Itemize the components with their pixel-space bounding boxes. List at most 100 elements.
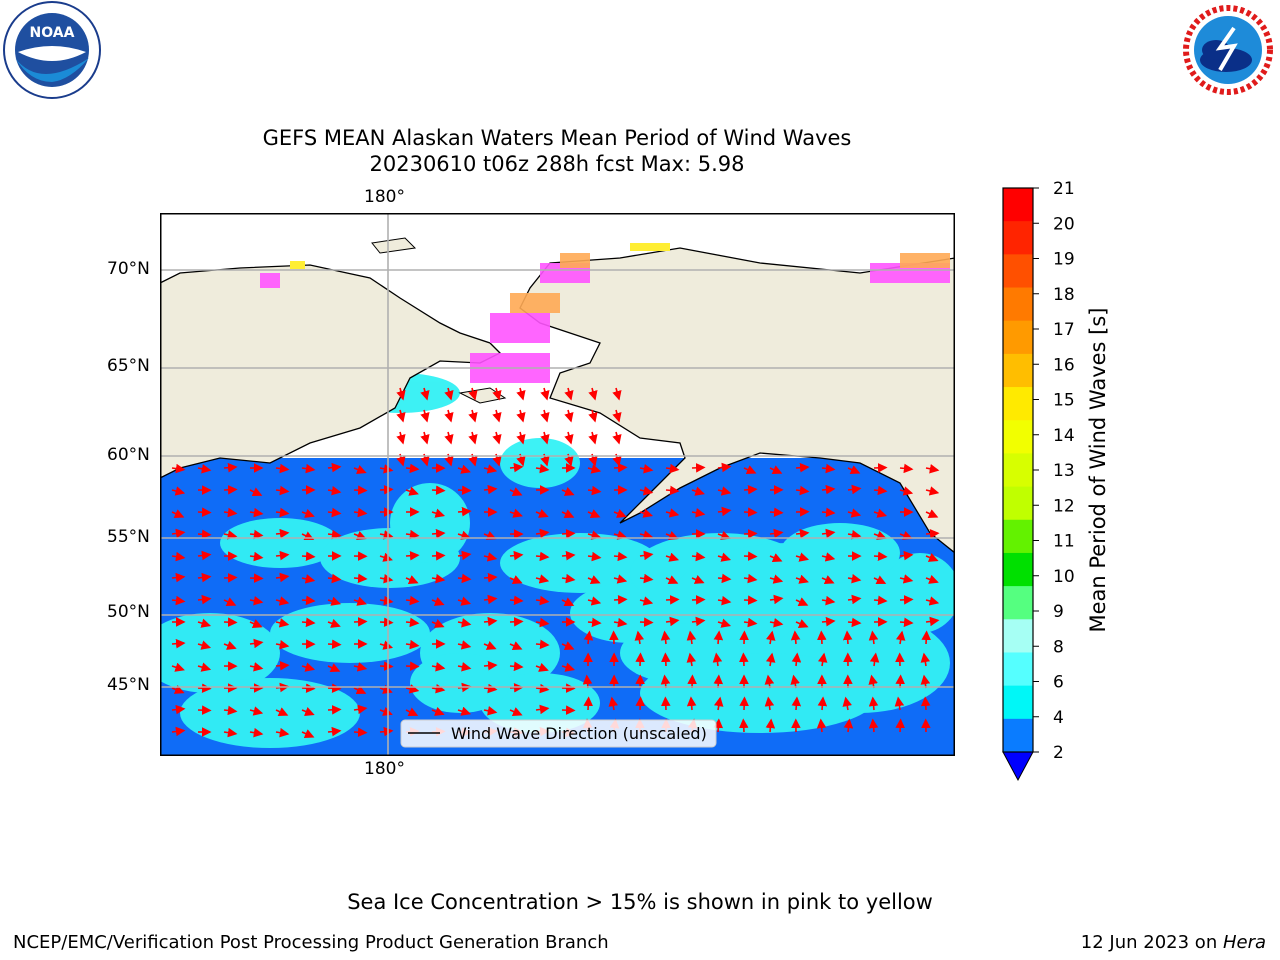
colorbar-cell bbox=[1003, 188, 1033, 222]
wave-direction-arrow bbox=[420, 387, 430, 401]
wave-direction-arrow bbox=[743, 529, 758, 539]
wave-direction-arrow bbox=[665, 575, 679, 585]
wave-direction-arrow bbox=[457, 640, 472, 650]
wave-direction-arrow bbox=[171, 595, 186, 606]
wave-direction-arrow bbox=[223, 530, 238, 540]
wave-period-patch bbox=[410, 653, 510, 713]
wave-direction-arrow bbox=[613, 508, 627, 518]
wave-direction-arrow bbox=[457, 706, 472, 716]
wave-direction-arrow bbox=[766, 630, 776, 645]
wave-direction-arrow bbox=[457, 530, 471, 540]
wave-direction-arrow bbox=[821, 507, 836, 518]
wave-direction-arrow bbox=[275, 572, 290, 583]
colorbar-tick-label: 16 bbox=[1053, 355, 1075, 375]
wave-direction-arrow bbox=[925, 528, 940, 539]
map-legend: Wind Wave Direction (unscaled) bbox=[400, 719, 717, 748]
wave-direction-arrow bbox=[665, 616, 680, 627]
colorbar-tick-label: 20 bbox=[1053, 214, 1075, 234]
wave-direction-arrow bbox=[275, 507, 290, 518]
wave-direction-arrow bbox=[691, 616, 706, 627]
wave-direction-arrow bbox=[353, 704, 368, 715]
wave-direction-arrow bbox=[686, 696, 697, 711]
wave-direction-arrow bbox=[847, 573, 862, 584]
wave-period-patch bbox=[180, 678, 360, 748]
colorbar-tick-label: 15 bbox=[1053, 391, 1075, 411]
wave-direction-arrow bbox=[492, 387, 502, 401]
wave-direction-arrow bbox=[197, 572, 212, 583]
wave-direction-arrow bbox=[509, 595, 524, 606]
wave-period-patch bbox=[500, 438, 580, 488]
wave-direction-arrow bbox=[275, 727, 290, 738]
wave-direction-arrow bbox=[327, 573, 342, 584]
caption: Sea Ice Concentration > 15% is shown in … bbox=[347, 890, 933, 914]
wave-direction-arrow bbox=[635, 652, 645, 667]
wave-direction-arrow bbox=[468, 409, 478, 423]
wave-direction-arrow bbox=[223, 705, 238, 716]
wave-direction-arrow bbox=[821, 595, 836, 606]
noaa-logo-text: NOAA bbox=[30, 25, 75, 41]
wave-direction-arrow bbox=[249, 487, 263, 497]
wave-direction-arrow bbox=[613, 462, 628, 473]
wave-direction-arrow bbox=[588, 431, 598, 445]
wave-direction-arrow bbox=[444, 409, 454, 423]
wave-direction-arrow bbox=[821, 552, 836, 562]
lat-label-50: 50°N bbox=[107, 602, 150, 622]
wave-direction-arrow bbox=[639, 617, 654, 627]
wave-direction-arrow bbox=[457, 662, 472, 672]
wave-direction-arrow bbox=[842, 630, 853, 645]
wave-direction-arrow bbox=[764, 674, 775, 689]
wave-direction-arrow bbox=[816, 630, 827, 645]
wave-direction-arrow bbox=[868, 718, 879, 733]
wave-direction-arrow bbox=[457, 618, 472, 628]
wave-direction-arrow bbox=[171, 551, 186, 562]
wave-direction-arrow bbox=[739, 696, 749, 711]
wave-direction-arrow bbox=[561, 573, 576, 584]
colorbar-tick-label: 2 bbox=[1053, 743, 1064, 763]
wave-direction-arrow bbox=[197, 594, 212, 605]
wave-direction-arrow bbox=[509, 508, 523, 518]
wave-direction-arrow bbox=[535, 683, 550, 694]
wave-direction-arrow bbox=[847, 594, 862, 605]
colorbar-tick-label: 19 bbox=[1053, 250, 1075, 270]
colorbar-cell bbox=[1003, 718, 1033, 753]
wave-direction-arrow bbox=[483, 641, 497, 650]
wave-direction-arrow bbox=[691, 508, 706, 518]
wave-direction-arrow bbox=[899, 463, 914, 474]
wave-direction-arrow bbox=[457, 596, 472, 606]
wave-direction-arrow bbox=[717, 618, 732, 628]
wave-direction-arrow bbox=[925, 486, 940, 496]
wave-direction-arrow bbox=[868, 674, 878, 689]
lat-label-55: 55°N bbox=[107, 527, 150, 547]
wave-direction-arrow bbox=[275, 550, 290, 561]
wave-direction-arrow bbox=[847, 465, 861, 474]
wave-direction-arrow bbox=[483, 660, 498, 671]
wave-direction-arrow bbox=[613, 617, 628, 628]
wave-direction-arrow bbox=[925, 464, 940, 474]
wave-direction-arrow bbox=[712, 652, 723, 667]
wave-direction-arrow bbox=[353, 617, 368, 627]
wave-direction-arrow bbox=[587, 551, 602, 562]
wave-direction-arrow bbox=[379, 484, 394, 495]
wave-direction-arrow bbox=[612, 431, 622, 445]
wave-direction-arrow bbox=[873, 485, 888, 496]
wave-direction-arrow bbox=[899, 617, 914, 628]
wave-direction-arrow bbox=[895, 630, 906, 645]
wave-direction-arrow bbox=[743, 507, 758, 517]
wave-direction-arrow bbox=[457, 573, 472, 584]
wave-direction-arrow bbox=[171, 463, 186, 474]
wave-direction-arrow bbox=[420, 409, 430, 423]
colorbar-cell bbox=[1003, 287, 1033, 322]
wave-direction-arrow bbox=[171, 638, 186, 649]
wave-direction-arrow bbox=[301, 508, 315, 518]
wave-direction-arrow bbox=[327, 596, 342, 606]
wave-direction-arrow bbox=[769, 594, 784, 605]
wave-direction-arrow bbox=[301, 551, 316, 562]
colorbar: 21 20 19 18 17 16 15 14 13 12 11 10 9 8 6 4 2 bbox=[1002, 180, 1075, 782]
wave-direction-arrow bbox=[516, 431, 526, 445]
wave-direction-arrow bbox=[583, 630, 594, 645]
wave-direction-arrow bbox=[405, 684, 420, 694]
wave-direction-arrow bbox=[588, 387, 598, 401]
wave-direction-arrow bbox=[847, 508, 862, 518]
wave-direction-arrow bbox=[743, 484, 758, 495]
wave-direction-arrow bbox=[738, 718, 749, 733]
